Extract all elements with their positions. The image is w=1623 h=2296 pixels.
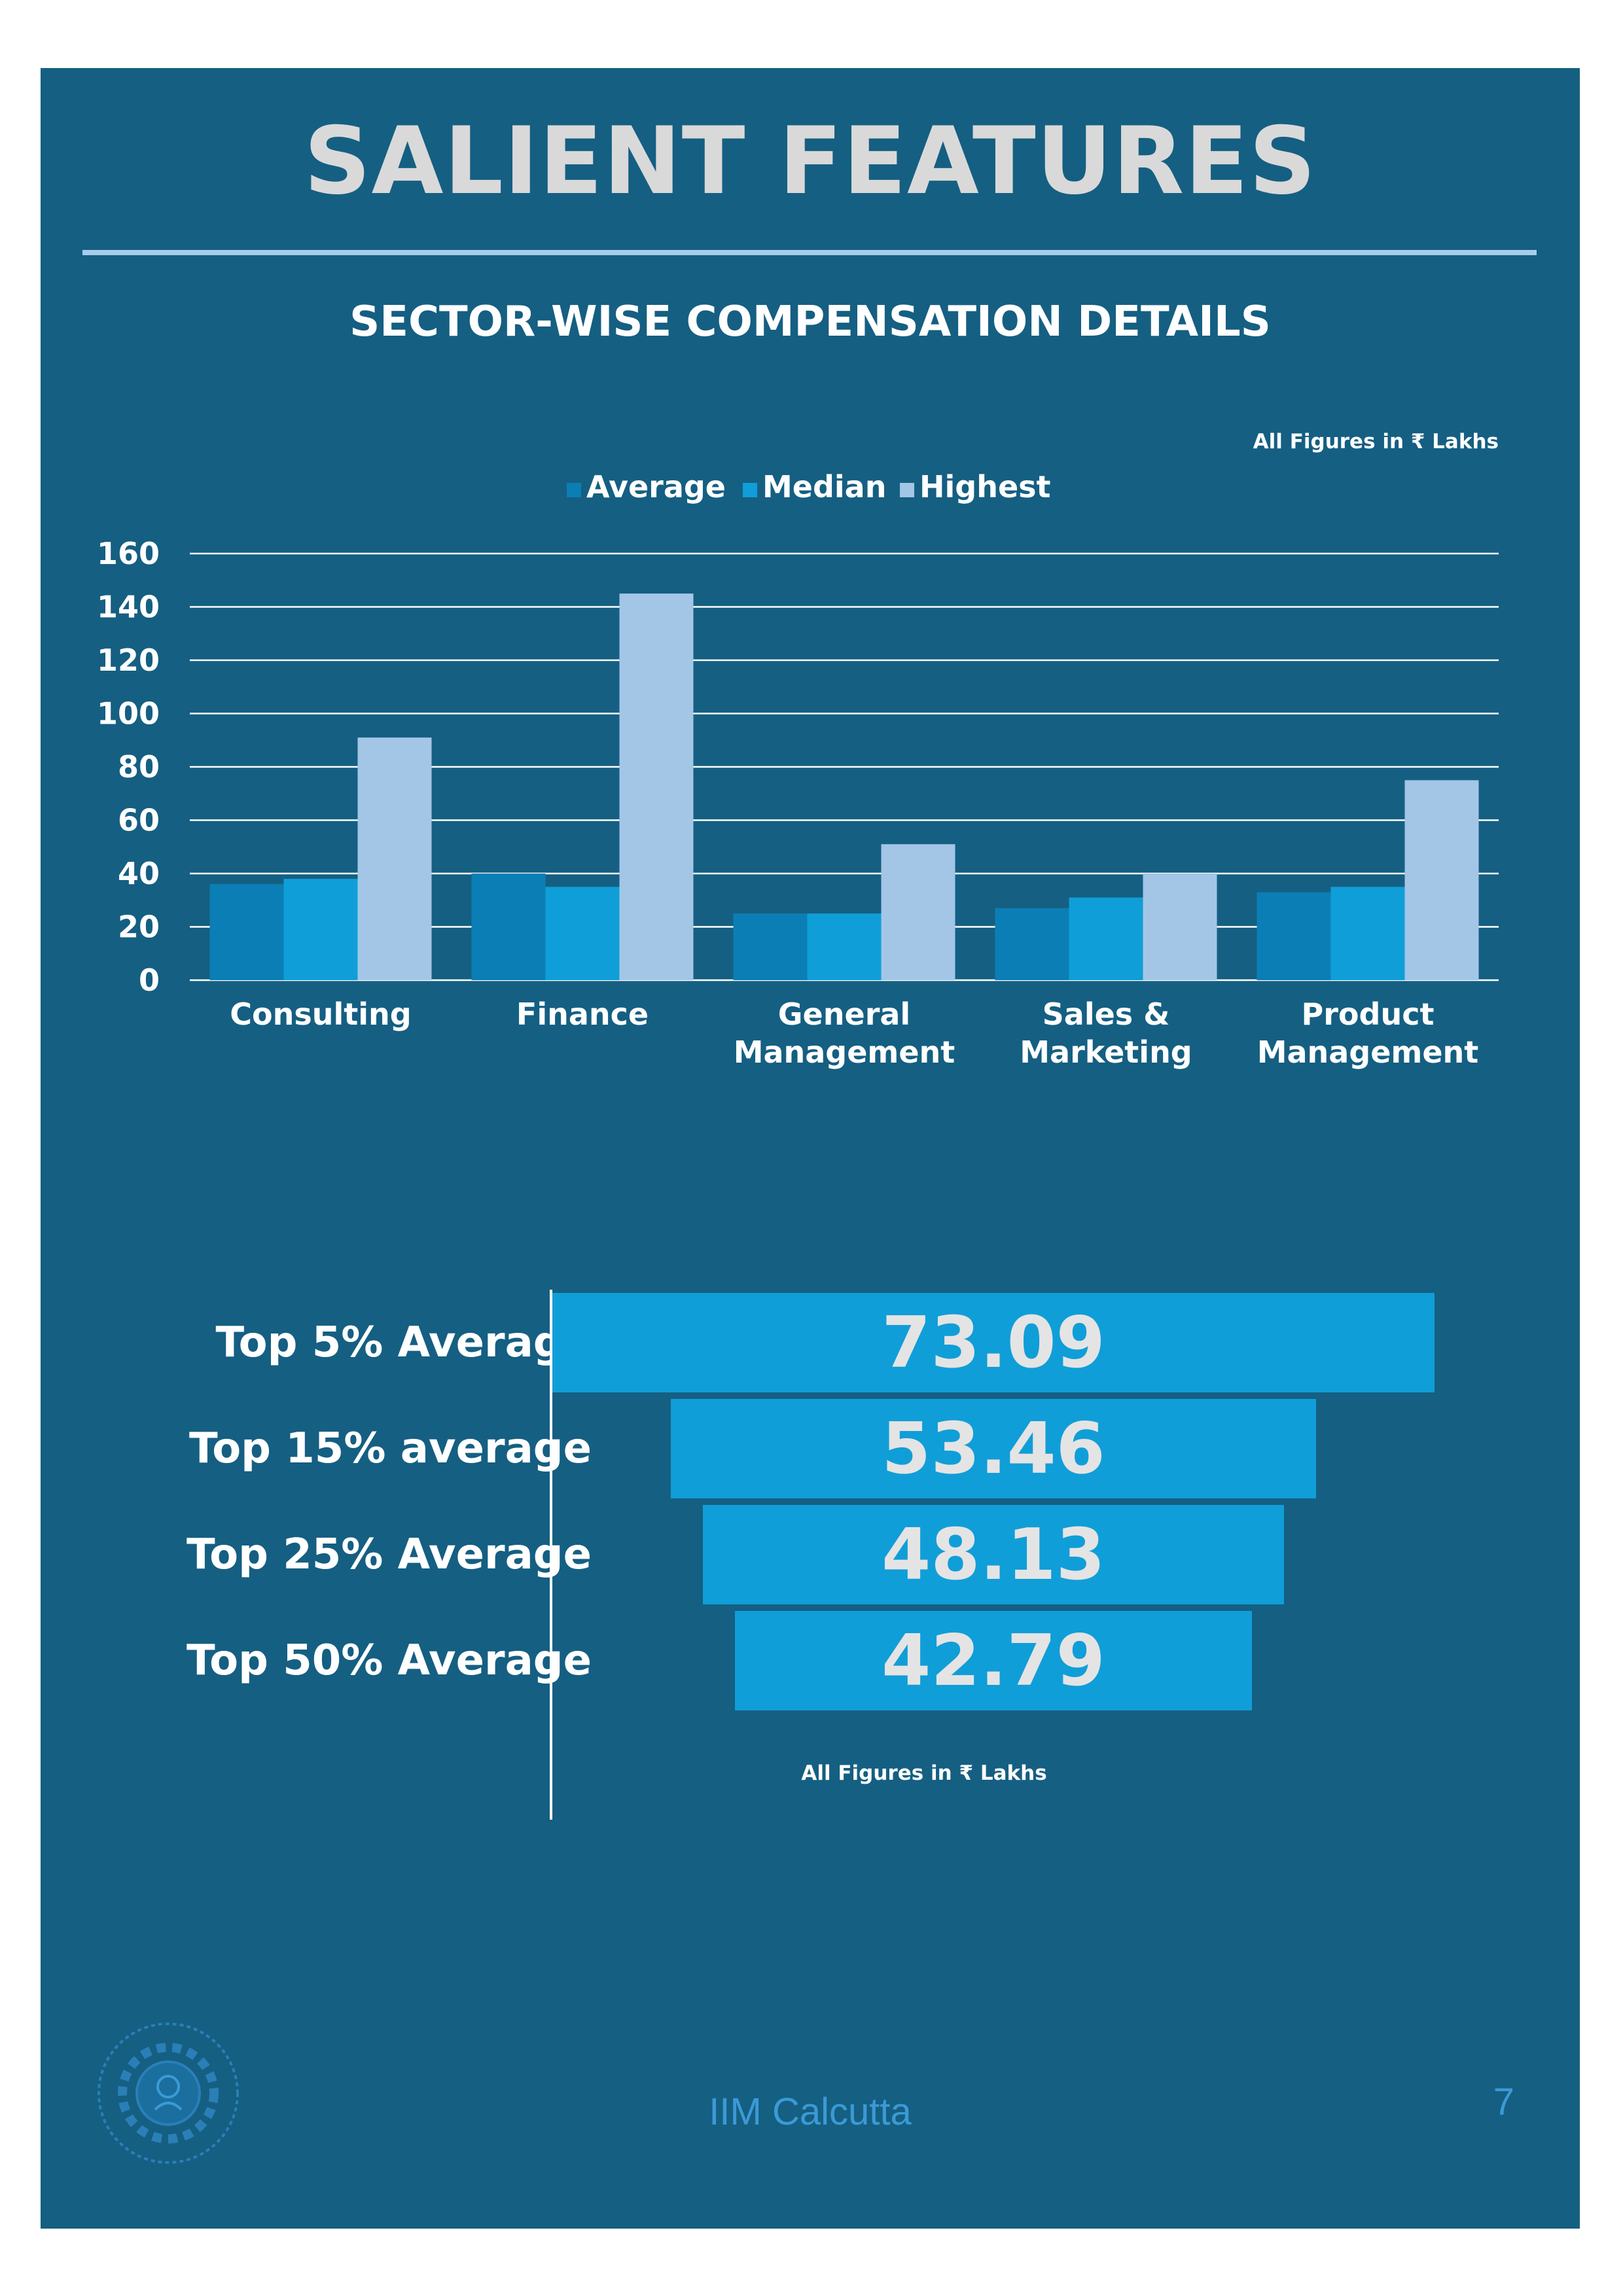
funnel-bar: 42.79	[735, 1611, 1252, 1710]
bar-median	[283, 879, 358, 980]
bar-median	[545, 887, 620, 980]
funnel-value-label: 48.13	[882, 1513, 1105, 1596]
funnel-category-label: Top 5% Average	[215, 1318, 592, 1367]
units-note-top: All Figures in ₹ Lakhs	[1253, 430, 1499, 453]
x-category-label: Marketing	[1020, 1034, 1192, 1070]
units-note-bottom: All Figures in ₹ Lakhs	[801, 1761, 1047, 1785]
page-panel: SALIENT FEATURES SECTOR-WISE COMPENSATIO…	[41, 68, 1580, 2229]
x-category-label: Management	[1257, 1034, 1479, 1070]
x-category-label: Sales &	[1043, 997, 1170, 1032]
legend-label-median: Median	[762, 469, 886, 504]
funnel-bar: 48.13	[703, 1505, 1284, 1604]
y-tick-label: 60	[118, 803, 160, 838]
y-tick-label: 160	[97, 536, 160, 571]
y-tick-label: 20	[118, 910, 160, 945]
chart-section-title: SECTOR-WISE COMPENSATION DETAILS	[349, 298, 1271, 346]
bar-highest	[357, 737, 432, 980]
x-category-label: Finance	[516, 997, 649, 1032]
bar-average	[209, 884, 284, 980]
x-category-label: Management	[734, 1034, 955, 1070]
legend-swatch-median	[743, 483, 757, 497]
title-divider	[82, 250, 1537, 255]
y-tick-label: 120	[97, 643, 160, 678]
funnel-category-label: Top 15% average	[189, 1424, 592, 1473]
funnel-axis-line	[550, 1290, 552, 1820]
bar-average	[995, 908, 1069, 980]
footer-institution: IIM Calcutta	[709, 2091, 912, 2133]
x-category-label: Consulting	[230, 997, 411, 1032]
page-title: SALIENT FEATURES	[304, 107, 1317, 215]
x-category-label: General	[778, 997, 910, 1032]
bar-highest	[1143, 874, 1217, 980]
bar-average	[1257, 892, 1331, 980]
y-tick-label: 80	[118, 749, 160, 785]
bar-median	[1069, 897, 1143, 980]
x-category-label: Product	[1302, 997, 1435, 1032]
bar-highest	[881, 844, 955, 980]
compensation-bar-chart: 0 20 40 60 80 100 120 140 160 Consulting Finance Ge…	[97, 469, 1499, 1070]
funnel-category-label: Top 50% Average	[186, 1636, 592, 1685]
bar-highest	[619, 593, 694, 980]
page-number: 7	[1493, 2081, 1514, 2123]
bar-average	[733, 913, 808, 980]
legend-label-highest: Highest	[919, 469, 1051, 504]
y-tick-label: 40	[118, 856, 160, 891]
y-tick-label: 140	[97, 590, 160, 625]
legend-swatch-average	[567, 483, 581, 497]
y-tick-label: 0	[139, 963, 160, 998]
funnel-category-label: Top 25% Average	[186, 1530, 592, 1579]
funnel-bar: 53.46	[671, 1399, 1316, 1498]
bar-highest	[1404, 780, 1479, 980]
legend-swatch-highest	[900, 483, 914, 497]
funnel-bar: 73.09	[552, 1293, 1435, 1392]
funnel-value-label: 42.79	[882, 1619, 1105, 1702]
y-tick-label: 100	[97, 696, 160, 732]
bar-median	[1330, 887, 1405, 980]
bar-median	[807, 913, 882, 980]
funnel-value-label: 53.46	[882, 1407, 1105, 1490]
funnel-value-label: 73.09	[882, 1301, 1105, 1384]
iim-calcutta-logo	[98, 2022, 239, 2164]
bar-average	[471, 874, 546, 980]
legend-label-average: Average	[586, 469, 726, 504]
top-percentile-funnel: Top 5% Average 73.09 Top 15% average 53.46 T…	[41, 68, 1580, 2229]
